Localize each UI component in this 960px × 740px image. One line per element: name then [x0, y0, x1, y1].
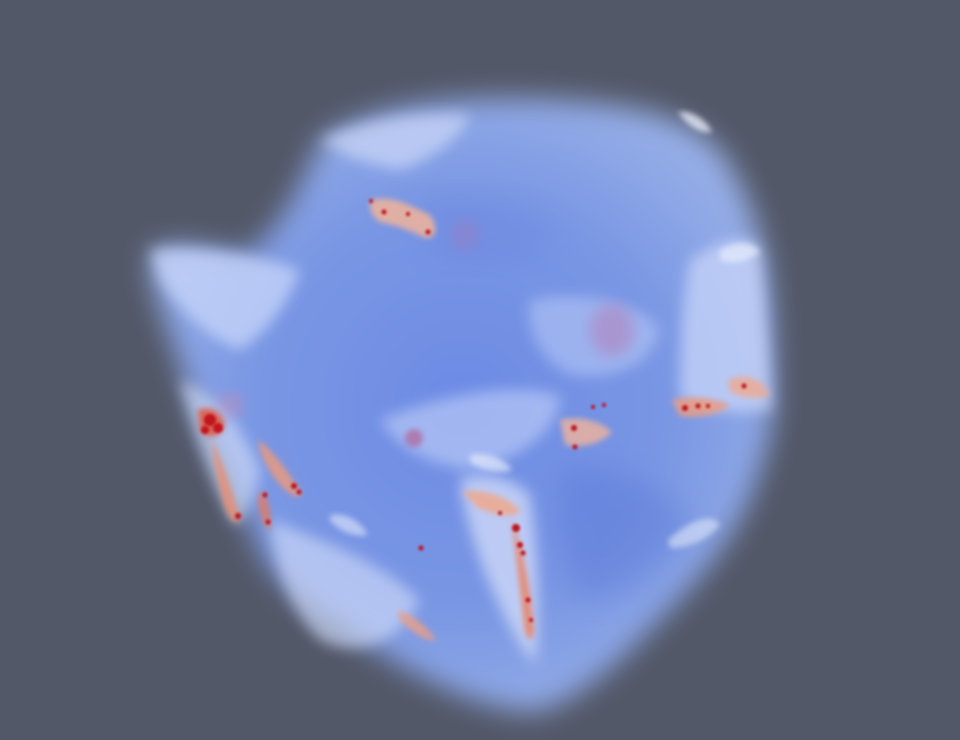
bright-edge-highlights — [330, 111, 760, 548]
high-value-regions — [198, 198, 770, 641]
interior-density-spots — [216, 219, 634, 447]
hot-spot-points — [201, 199, 747, 622]
